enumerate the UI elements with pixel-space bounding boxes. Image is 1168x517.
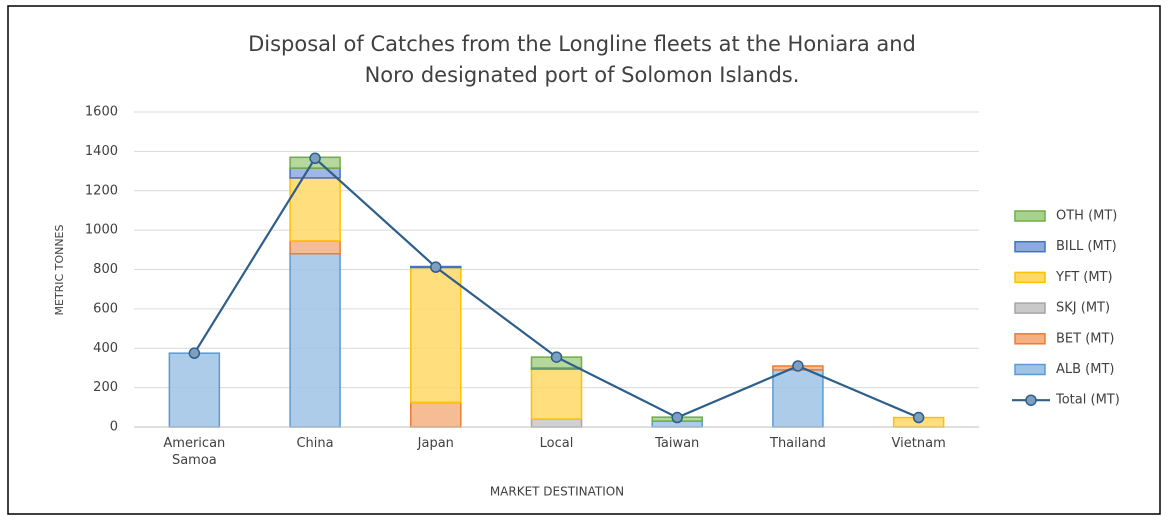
y-tick-label: 1200 <box>85 183 118 198</box>
x-tick-label: Thailand <box>770 436 826 451</box>
legend-label: OTH (MT) <box>1056 209 1117 224</box>
total-marker <box>309 152 321 165</box>
total-marker <box>792 360 804 372</box>
legend-label: BET (MT) <box>1056 331 1115 346</box>
bar-segment <box>530 368 583 420</box>
x-tick-label: Japan <box>417 436 454 451</box>
chart-title: Noro designated port of Solomon Islands. <box>365 63 800 87</box>
bar-segment <box>410 266 462 404</box>
bar-segment <box>530 418 583 428</box>
legend-label: ALB (MT) <box>1056 362 1115 377</box>
legend-swatch <box>1014 363 1046 376</box>
x-tick-label: China <box>296 436 334 451</box>
x-axis-label: MARKET DESTINATION <box>490 485 624 499</box>
y-tick-label: 800 <box>93 262 118 277</box>
total-marker <box>550 351 563 363</box>
y-tick-label: 400 <box>93 341 118 356</box>
x-tick-label: American Samoa <box>163 436 226 468</box>
bar-segment <box>772 369 824 428</box>
x-tick-label: Local <box>539 436 574 451</box>
bar-segment <box>410 401 462 428</box>
legend-label: YFT (MT) <box>1055 270 1113 285</box>
bar-segment <box>289 253 341 428</box>
bar-segment <box>289 240 341 255</box>
legend-swatch <box>1014 240 1046 253</box>
y-tick-label: 0 <box>110 420 118 435</box>
y-tick-label: 600 <box>93 301 118 316</box>
total-marker <box>912 411 925 424</box>
legend-swatch <box>1014 271 1046 284</box>
y-tick-label: 1400 <box>85 144 118 159</box>
y-tick-label: 1000 <box>85 223 118 238</box>
bar-segment <box>168 352 221 428</box>
legend-label: SKJ (MT) <box>1056 301 1110 316</box>
legend-label: BILL (MT) <box>1056 239 1117 254</box>
total-marker <box>671 411 683 424</box>
legend-swatch <box>1014 333 1046 345</box>
legend-marker <box>1025 394 1037 406</box>
x-tick-label: Taiwan <box>655 436 700 451</box>
legend-label: Total (MT) <box>1055 393 1120 408</box>
frame <box>7 5 1161 515</box>
legend-swatch <box>1014 302 1046 314</box>
total-marker <box>188 347 201 359</box>
y-axis-label: METRIC TONNES <box>53 224 66 315</box>
x-tick-label: Vietnam <box>891 436 946 451</box>
bar-segment <box>289 177 341 242</box>
y-tick-label: 1600 <box>85 105 118 120</box>
legend-swatch <box>1014 210 1046 222</box>
chart-title: Disposal of Catches from the Longline fl… <box>248 32 916 56</box>
total-marker <box>430 261 442 273</box>
y-tick-label: 200 <box>93 380 118 395</box>
